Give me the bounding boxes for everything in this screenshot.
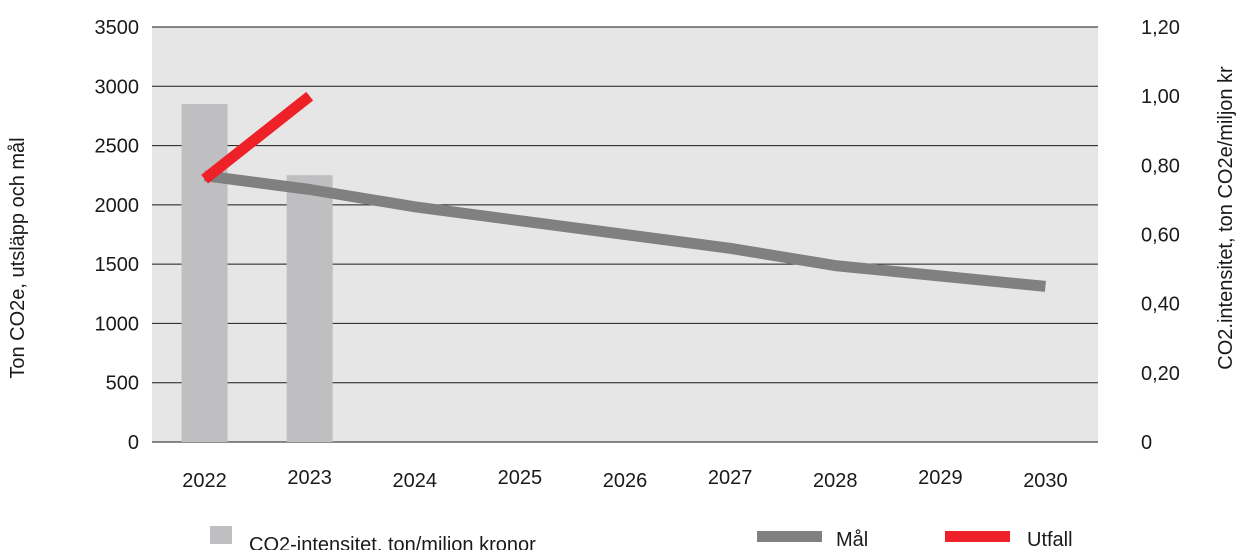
x-axis-ticks: 2022 2023 2024 2025 2026 2027 2028 2029 2030 — [182, 467, 1067, 492]
legend-label-bars: CO2-intensitet, ton/miljon kronor — [249, 534, 536, 550]
y-tick-label-left: 2500 — [95, 136, 140, 158]
x-tick-label: 2024 — [393, 470, 438, 492]
y-tick-label-right: 0 — [1141, 432, 1152, 454]
legend-label-goal: Mål — [836, 529, 868, 550]
y-tick-label-right: 0,80 — [1141, 155, 1180, 177]
goal-line — [203, 170, 1046, 292]
legend-swatch-bars — [210, 526, 232, 544]
lines — [201, 91, 1046, 292]
y-tick-label-right: 0,60 — [1141, 225, 1180, 247]
legend-swatch-outcome — [945, 531, 1010, 542]
outcome-line — [201, 91, 314, 184]
y-tick-label-left: 500 — [106, 373, 139, 395]
y-tick-label-left: 2000 — [95, 195, 140, 217]
x-tick-label: 2022 — [182, 470, 227, 492]
y-tick-label-left: 1500 — [95, 254, 140, 276]
x-tick-label: 2025 — [498, 467, 543, 489]
y-tick-label-left: 3000 — [95, 76, 140, 98]
x-tick-label: 2028 — [813, 470, 858, 492]
y-axis-left-label: Ton CO2e, utsläpp och mål — [7, 137, 29, 378]
y-axis-left-ticks: 0 500 1000 1500 2000 2500 3000 3500 — [95, 17, 140, 454]
y-tick-label-right: 0,40 — [1141, 294, 1180, 316]
y-tick-label-right: 1,00 — [1141, 86, 1180, 108]
y-tick-label-right: 0,20 — [1141, 363, 1180, 385]
bar — [181, 104, 228, 443]
y-axis-right-ticks: 0 0,20 0,40 0,60 0,80 1,00 1,20 — [1141, 17, 1180, 454]
y-tick-label-right: 1,20 — [1141, 17, 1180, 39]
x-tick-label: 2030 — [1023, 470, 1068, 492]
legend-swatch-goal — [757, 531, 822, 542]
y-tick-label-left: 0 — [128, 432, 139, 454]
bar — [286, 175, 333, 442]
legend: CO2-intensitet, ton/miljon kronor Mål Ut… — [210, 526, 1073, 555]
y-tick-label-left: 1000 — [95, 313, 140, 335]
x-tick-label: 2026 — [603, 470, 648, 492]
x-tick-label: 2029 — [918, 467, 963, 489]
x-tick-label: 2023 — [287, 467, 332, 489]
legend-label-outcome: Utfall — [1027, 529, 1073, 550]
x-tick-label: 2027 — [708, 467, 753, 489]
y-tick-label-left: 3500 — [95, 17, 140, 39]
y-axis-right-label: CO2.intensitet, ton CO2e/miljon kr — [1215, 66, 1237, 370]
